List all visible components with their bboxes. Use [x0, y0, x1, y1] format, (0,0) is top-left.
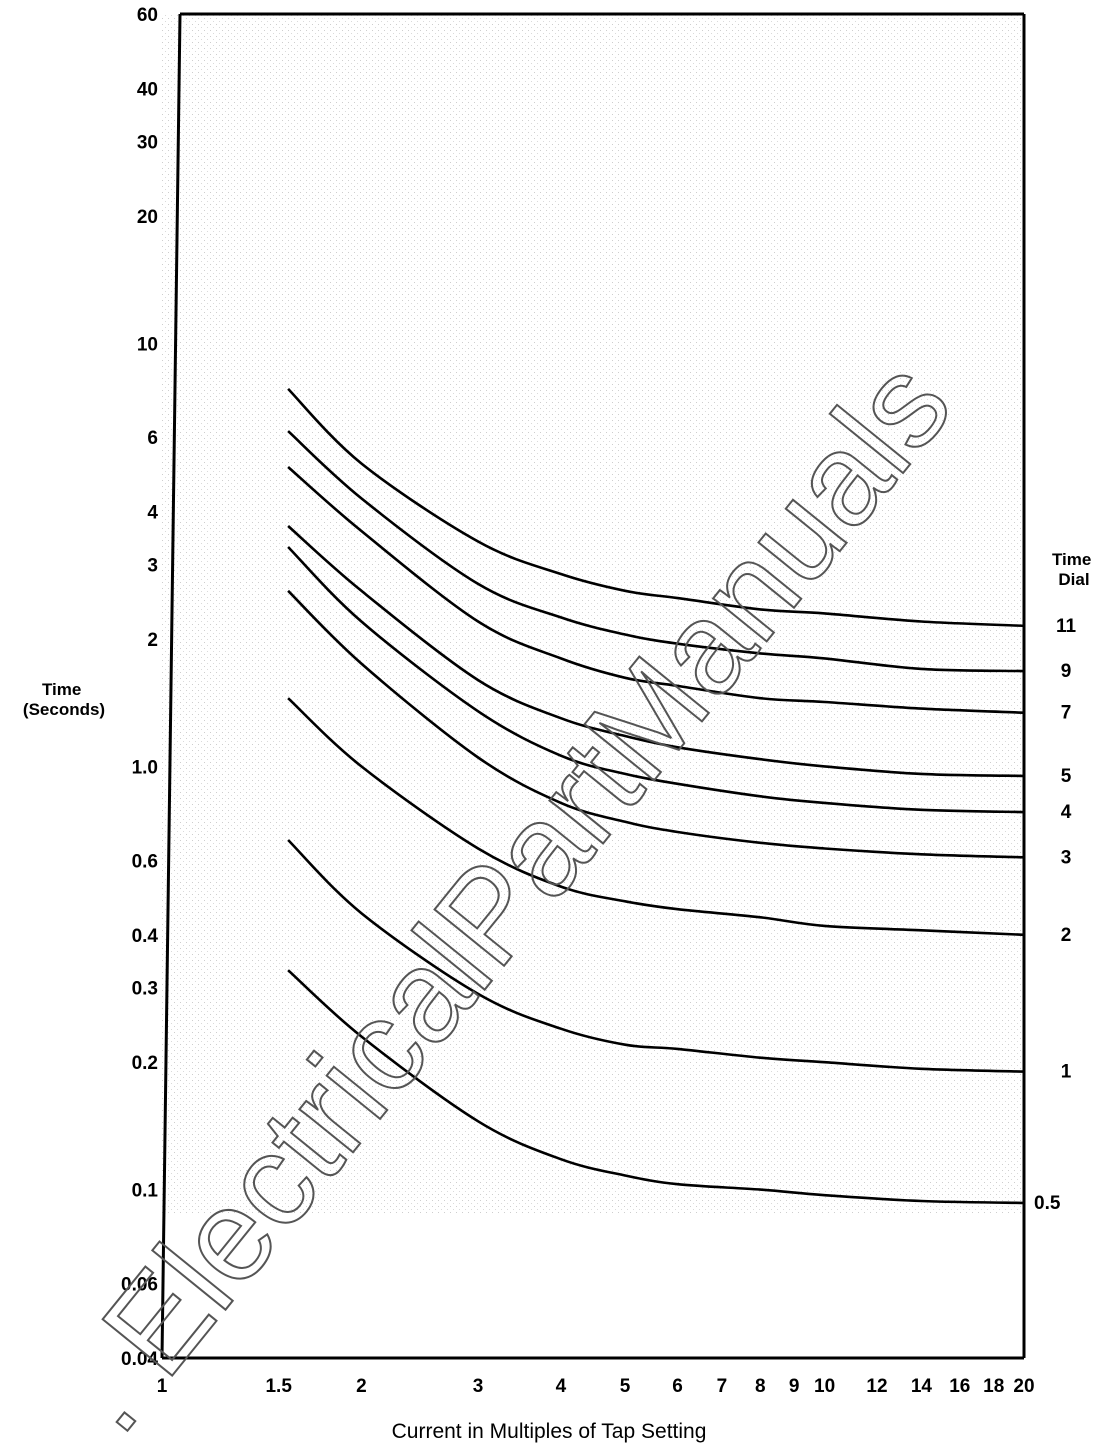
y-tick-label: 10 [137, 334, 158, 355]
x-tick-label: 5 [620, 1376, 631, 1397]
series-labels: 11 9 7 5 4 3 2 1 0.5 [1034, 616, 1076, 1214]
x-tick-label: 1.5 [265, 1376, 292, 1397]
series-label-4: 4 [1061, 802, 1072, 823]
plot-background-stipple [162, 14, 1024, 1214]
y-tick-label: 0.04 [121, 1349, 158, 1370]
legend-title: Time Dial [1052, 550, 1096, 589]
x-tick-label: 8 [755, 1376, 766, 1397]
x-tick-label: 7 [717, 1376, 728, 1397]
curve-time-dial-5 [287, 525, 1024, 778]
x-tick-label: 1 [157, 1376, 168, 1397]
y-tick-labels: 0.04 0.06 0.1 0.2 0.3 0.4 0.6 1.0 2 3 4 6 10 20 30 40 60 [121, 5, 158, 1370]
y-tick-label: 2 [147, 630, 158, 651]
y-tick-label: 6 [147, 428, 158, 449]
x-axis-title: Current in Multiples of Tap Setting [391, 1420, 707, 1443]
y-tick-label: 0.3 [132, 979, 158, 1000]
series-label-3: 3 [1061, 847, 1072, 868]
x-tick-label: 6 [672, 1376, 683, 1397]
x-tick-label: 14 [911, 1376, 933, 1397]
y-tick-label: 0.6 [132, 851, 158, 872]
x-tick-label: 20 [1013, 1376, 1034, 1397]
series-label-7: 7 [1061, 703, 1072, 724]
curve-time-dial-1 [287, 839, 1024, 1073]
y-tick-label: 0.4 [132, 926, 159, 947]
y-tick-label: 4 [147, 503, 158, 524]
curve-time-dial-9 [287, 430, 1024, 673]
curve-time-dial-11 [287, 387, 1024, 628]
x-tick-label: 16 [949, 1376, 970, 1397]
plot-frame-left [160, 13, 182, 1359]
curve-time-dial-2 [287, 697, 1024, 937]
y-tick-label: 40 [137, 80, 158, 101]
series-label-1: 1 [1061, 1062, 1072, 1083]
y-axis-title: Time (Seconds) [23, 680, 105, 719]
y-tick-label: 30 [137, 132, 158, 153]
curve-time-dial-0-5 [287, 969, 1024, 1205]
x-tick-label: 9 [789, 1376, 800, 1397]
x-tick-label: 18 [983, 1376, 1004, 1397]
curve-time-dial-7 [287, 466, 1024, 714]
series-label-0-5: 0.5 [1034, 1193, 1061, 1214]
series-label-11: 11 [1056, 616, 1077, 637]
series-label-9: 9 [1061, 661, 1072, 682]
y-tick-label: 60 [137, 5, 158, 26]
y-tick-label: 3 [147, 556, 158, 577]
y-tick-label: 20 [137, 207, 158, 228]
x-tick-label: 12 [866, 1376, 887, 1397]
y-tick-label: 0.2 [132, 1053, 158, 1074]
series-label-2: 2 [1061, 925, 1072, 946]
series-label-5: 5 [1061, 766, 1072, 787]
curves-layer [287, 387, 1024, 1205]
y-tick-label: 1.0 [132, 757, 158, 778]
y-tick-label: 0.06 [121, 1275, 158, 1296]
curve-time-dial-4 [287, 546, 1024, 814]
x-tick-label: 2 [356, 1376, 367, 1397]
curve-time-dial-3 [287, 589, 1024, 859]
x-tick-labels: 1 1.5 2 3 4 5 6 7 8 9 10 12 14 16 18 20 [157, 1376, 1035, 1397]
y-tick-label: 0.1 [132, 1181, 159, 1202]
x-tick-label: 3 [473, 1376, 484, 1397]
x-tick-label: 10 [814, 1376, 835, 1397]
x-tick-label: 4 [556, 1376, 567, 1397]
